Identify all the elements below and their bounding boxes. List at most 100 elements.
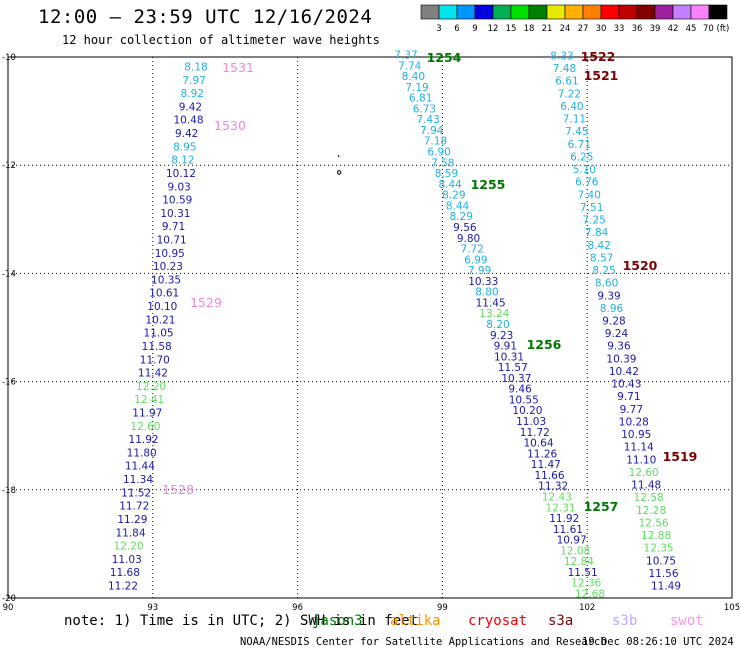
wave-height-value: 9.46 bbox=[508, 384, 532, 396]
wave-height-value: 10.28 bbox=[619, 416, 649, 428]
wave-height-value: 11.92 bbox=[549, 513, 579, 525]
units-note: note: 1) Time is in UTC; 2) SWH is in fe… bbox=[64, 613, 419, 629]
wave-height-value: 11.80 bbox=[127, 447, 157, 459]
pass-number-label: 1522 bbox=[581, 49, 616, 64]
pass-number-label: 1531 bbox=[222, 60, 254, 75]
colorbar-tick-label: 21 bbox=[542, 24, 553, 34]
longitude-tick-label: 99 bbox=[437, 603, 448, 613]
latitude-tick-label: -18 bbox=[2, 486, 16, 496]
wave-height-value: 7.58 bbox=[431, 157, 454, 169]
wave-height-value: 6.40 bbox=[560, 101, 583, 113]
wave-height-value: 8.44 bbox=[446, 200, 470, 212]
wave-height-value: 9.42 bbox=[175, 128, 198, 140]
wave-height-value: 10.97 bbox=[557, 535, 587, 547]
satellite-cryosat-label: cryosat bbox=[468, 613, 528, 629]
wave-height-value: 11.22 bbox=[108, 581, 138, 593]
wave-height-value: 7.25 bbox=[582, 215, 605, 227]
wave-height-value: 12.88 bbox=[641, 530, 671, 542]
map-title: 12:00 – 23:59 UTC 12/16/2024 bbox=[38, 6, 373, 28]
wave-height-value: 11.10 bbox=[626, 454, 656, 466]
latitude-tick-label: -10 bbox=[2, 53, 16, 63]
wave-height-value: 10.10 bbox=[147, 301, 177, 313]
wave-height-value: 11.72 bbox=[119, 501, 149, 513]
wave-height-value: 11.42 bbox=[138, 368, 168, 380]
pass-number-label: 1256 bbox=[527, 337, 562, 352]
wave-height-value: 12.08 bbox=[560, 545, 590, 557]
wave-height-value: 11.52 bbox=[121, 487, 151, 499]
wave-height-value: 8.95 bbox=[173, 141, 196, 153]
wave-height-value: 10.75 bbox=[646, 555, 676, 567]
latitude-tick-label: -20 bbox=[2, 594, 16, 604]
colorbar-tick-label: 27 bbox=[578, 24, 589, 34]
wave-height-value: 7.40 bbox=[578, 189, 601, 201]
island-outline bbox=[337, 154, 342, 175]
wave-height-value: 5.10 bbox=[573, 164, 596, 176]
wave-height-value: 10.33 bbox=[468, 276, 498, 288]
wave-height-value: 11.57 bbox=[498, 362, 528, 374]
wave-height-value: 9.23 bbox=[490, 330, 513, 342]
satellite-altika-label: altika bbox=[390, 613, 441, 629]
wave-height-value: 9.36 bbox=[607, 341, 631, 353]
wave-height-value: 8.60 bbox=[595, 278, 618, 290]
wave-height-value: 8.59 bbox=[435, 168, 458, 180]
wave-height-value: 11.68 bbox=[110, 567, 140, 579]
wave-height-value: 10.95 bbox=[621, 429, 651, 441]
colorbar-tick-label: 6 bbox=[454, 24, 459, 34]
wave-height-value: 10.35 bbox=[151, 274, 181, 286]
wave-height-value: 11.32 bbox=[538, 481, 568, 493]
wave-height-value: 8.20 bbox=[486, 319, 509, 331]
wave-height-value: 7.94 bbox=[420, 125, 444, 137]
wave-height-value: 7.43 bbox=[416, 114, 439, 126]
wave-height-value: 11.56 bbox=[648, 568, 678, 580]
longitude-tick-label: 102 bbox=[579, 603, 595, 613]
wave-height-value: 12.43 bbox=[542, 491, 572, 503]
wave-height-value: 7.84 bbox=[585, 227, 609, 239]
wave-height-value: 7.51 bbox=[580, 202, 603, 214]
wave-height-value: 11.72 bbox=[520, 427, 550, 439]
wave-height-value: 9.42 bbox=[179, 101, 202, 113]
wave-height-value: 7.97 bbox=[182, 75, 205, 87]
wave-height-value: 9.24 bbox=[605, 328, 629, 340]
pass-number-label: 1254 bbox=[427, 50, 462, 65]
wave-height-value: 7.11 bbox=[563, 114, 586, 126]
longitude-tick-label: 93 bbox=[147, 603, 158, 613]
wave-height-value: 12.20 bbox=[114, 541, 144, 553]
wave-height-value: 8.40 bbox=[402, 71, 425, 83]
wave-height-value: 10.42 bbox=[609, 366, 639, 378]
wave-height-value: 9.71 bbox=[162, 221, 185, 233]
wave-height-value: 6.71 bbox=[568, 139, 591, 151]
satellite-s3b-label: s3b bbox=[612, 613, 638, 629]
wave-height-value: 7.37 bbox=[394, 50, 417, 62]
colorbar-swatch bbox=[708, 4, 728, 20]
colorbar-tick-label: 3 bbox=[436, 24, 441, 34]
wave-height-value: 8.80 bbox=[475, 287, 498, 299]
wave-height-value: 12.60 bbox=[629, 467, 659, 479]
wave-height-value: 9.80 bbox=[457, 233, 480, 245]
wave-height-value: 11.03 bbox=[112, 554, 142, 566]
wave-height-value: 12.60 bbox=[130, 421, 160, 433]
map-frame bbox=[7, 56, 733, 599]
pass-number-label: 1520 bbox=[623, 258, 658, 273]
wave-height-value: 12.41 bbox=[134, 394, 164, 406]
colorbar-tick-label: 24 bbox=[560, 24, 571, 34]
wave-height-value: 8.96 bbox=[600, 303, 624, 315]
generated-timestamp: 19 Dec 08:26:10 UTC 2024 bbox=[582, 636, 734, 648]
wave-height-value: 9.91 bbox=[494, 341, 517, 353]
wave-height-value: 7.74 bbox=[398, 60, 422, 72]
wave-height-value: 7.45 bbox=[565, 126, 588, 138]
latitude-tick-label: -14 bbox=[2, 269, 16, 279]
wave-height-value: 8.25 bbox=[592, 265, 615, 277]
wave-height-value: 8.29 bbox=[450, 211, 473, 223]
colorbar-tick-label: 42 bbox=[668, 24, 679, 34]
colorbar-tick-label: 30 bbox=[596, 24, 607, 34]
wave-height-value: 12.31 bbox=[546, 502, 576, 514]
wave-height-value: 11.48 bbox=[631, 480, 661, 492]
wave-height-value: 6.76 bbox=[575, 177, 599, 189]
pass-number-label: 1519 bbox=[663, 449, 698, 464]
credit-line: NOAA/NESDIS Center for Satellite Applica… bbox=[240, 636, 607, 648]
wave-height-value: 12.84 bbox=[564, 556, 594, 568]
wave-height-value: 10.59 bbox=[162, 195, 192, 207]
wave-height-value: 10.61 bbox=[149, 288, 179, 300]
wave-height-value: 10.12 bbox=[166, 168, 196, 180]
wave-height-value: 6.99 bbox=[464, 254, 487, 266]
